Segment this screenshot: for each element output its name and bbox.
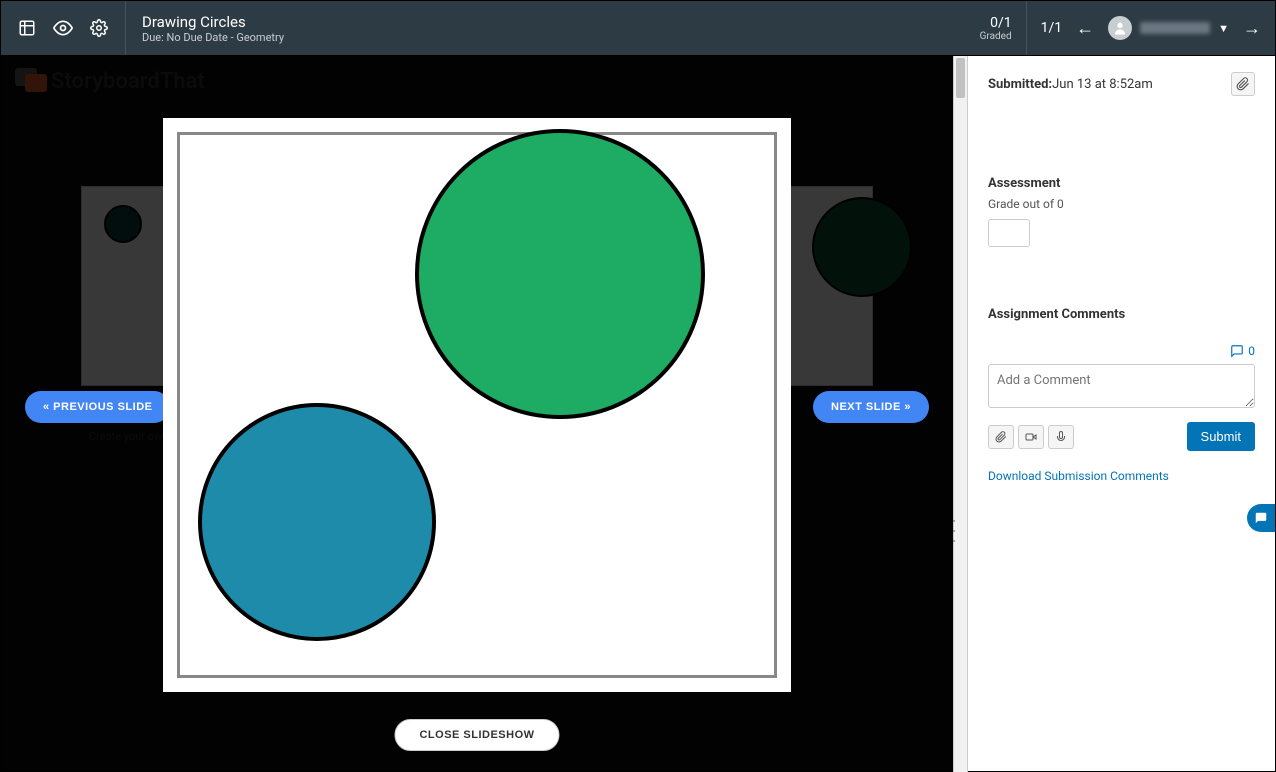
speedgrader-header: Drawing Circles Due: No Due Date - Geome… — [0, 0, 1276, 56]
help-bubble-button[interactable] — [1247, 504, 1275, 532]
slideshow-modal — [163, 118, 791, 692]
prev-student-arrow[interactable]: ← — [1076, 18, 1094, 39]
download-comments-link[interactable]: Download Submission Comments — [988, 469, 1255, 483]
close-slideshow-button[interactable]: CLOSE SLIDESHOW — [394, 719, 559, 751]
slide-frame — [177, 132, 777, 678]
visibility-icon[interactable] — [53, 18, 73, 38]
grade-input[interactable] — [988, 219, 1030, 247]
graded-block: 0/1 Graded — [966, 1, 1027, 55]
comments-label: Assignment Comments — [988, 307, 1255, 322]
previous-slide-button[interactable]: « PREVIOUS SLIDE — [25, 391, 170, 423]
submitted-time: Jun 13 at 8:52am — [1052, 77, 1153, 92]
next-student-arrow[interactable]: → — [1243, 18, 1275, 39]
viewer-scrollbar[interactable] — [953, 56, 968, 772]
student-selector[interactable]: ▼ — [1094, 16, 1243, 40]
speech-recognition-button[interactable] — [1048, 425, 1074, 449]
graded-label: Graded — [980, 31, 1012, 42]
comment-textarea[interactable] — [988, 364, 1255, 408]
comment-actions: Submit — [988, 422, 1255, 451]
main-area: StoryboardThat Create your ow « PREVIOUS… — [0, 56, 1276, 772]
scroll-thumb[interactable] — [956, 58, 965, 98]
next-slide-button[interactable]: NEXT SLIDE » — [813, 391, 929, 423]
student-name-redacted — [1140, 22, 1210, 34]
assessment-label: Assessment — [988, 176, 1255, 191]
comments-count: 0 — [1248, 344, 1255, 358]
gradebook-icon[interactable] — [17, 18, 37, 38]
header-icon-group — [1, 1, 126, 55]
media-recording-button[interactable] — [1018, 425, 1044, 449]
grade-subtext: Grade out of 0 — [988, 197, 1255, 211]
settings-gear-icon[interactable] — [89, 18, 109, 38]
comment-icon — [1230, 344, 1244, 358]
submission-viewer: StoryboardThat Create your ow « PREVIOUS… — [0, 56, 953, 772]
student-nav: 1/1 — [1027, 20, 1077, 36]
header-right: 0/1 Graded 1/1 ← ▼ → — [966, 1, 1275, 55]
submitted-text: Submitted:Jun 13 at 8:52am — [988, 77, 1153, 92]
comments-count-row: 0 — [988, 344, 1255, 358]
assignment-title: Drawing Circles — [142, 13, 950, 31]
chevron-down-icon: ▼ — [1218, 22, 1229, 35]
attachment-button[interactable] — [1231, 72, 1255, 96]
assignment-subtitle: Due: No Due Date - Geometry — [142, 31, 950, 44]
submit-comment-button[interactable]: Submit — [1187, 422, 1255, 451]
grading-sidebar: Submitted:Jun 13 at 8:52am Assessment Gr… — [968, 56, 1276, 772]
submitted-label: Submitted: — [988, 77, 1052, 92]
graded-count: 0/1 — [980, 15, 1012, 31]
media-buttons — [988, 425, 1074, 449]
green-circle-shape — [415, 129, 705, 419]
attach-file-button[interactable] — [988, 425, 1014, 449]
avatar-icon — [1108, 16, 1132, 40]
submitted-row: Submitted:Jun 13 at 8:52am — [988, 72, 1255, 96]
assignment-title-block: Drawing Circles Due: No Due Date - Geome… — [126, 13, 966, 44]
blue-circle-shape — [198, 403, 436, 641]
student-count: 1/1 — [1041, 20, 1063, 36]
